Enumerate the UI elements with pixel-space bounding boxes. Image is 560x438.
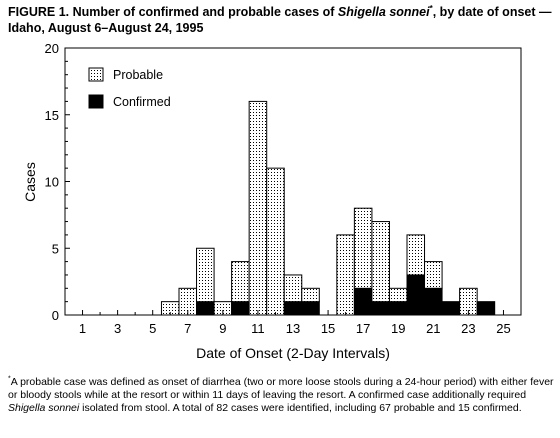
bar-probable	[371, 221, 390, 303]
x-tick-label: 1	[79, 321, 86, 336]
x-tick-label: 3	[114, 321, 121, 336]
legend-swatch-confirmed	[88, 94, 104, 109]
title-prefix: FIGURE 1. Number of confirmed and probab…	[8, 5, 338, 19]
bar-confirmed	[406, 274, 426, 316]
x-tick-label: 25	[496, 321, 510, 336]
x-tick-label: 5	[149, 321, 156, 336]
legend-label-probable: Probable	[113, 68, 163, 82]
y-tick-label: 20	[45, 41, 59, 56]
y-axis-label: Cases	[22, 162, 38, 202]
chart-title: FIGURE 1. Number of confirmed and probab…	[8, 4, 553, 36]
footnote-part1: A probable case was defined as onset of …	[8, 376, 554, 401]
bar-probable	[336, 234, 355, 316]
x-tick-label: 13	[286, 321, 300, 336]
bar-probable	[196, 247, 215, 303]
x-tick-label: 23	[461, 321, 475, 336]
x-tick-label: 7	[184, 321, 191, 336]
y-tick-label: 5	[52, 241, 59, 256]
title-footnote-marker: *	[429, 3, 433, 13]
footnote: *A probable case was defined as onset of…	[8, 376, 556, 415]
x-tick-label: 19	[391, 321, 405, 336]
bar-probable	[231, 261, 250, 303]
bar-probable	[353, 207, 373, 289]
footnote-part2: isolated from stool. A total of 82 cases…	[79, 402, 522, 414]
bar-probable	[388, 287, 408, 303]
footnote-organism: Shigella sonnei	[8, 402, 80, 414]
footnote-marker: *	[8, 375, 11, 383]
y-tick-label: 0	[52, 308, 59, 323]
title-organism: Shigella sonnei	[337, 5, 430, 19]
legend: Probable Confirmed	[88, 67, 171, 109]
x-tick-label: 21	[426, 321, 440, 336]
bar-probable	[406, 234, 426, 276]
y-tick-label: 10	[45, 175, 59, 190]
x-tick-label: 15	[321, 321, 335, 336]
bar-probable	[424, 261, 443, 289]
legend-label-confirmed: Confirmed	[113, 95, 171, 109]
y-tick-label: 15	[45, 108, 59, 123]
bar-probable	[301, 287, 320, 303]
x-tick-label: 9	[219, 321, 226, 336]
title-suffix: , by date of onset — Idaho, August 6–Aug…	[8, 5, 552, 35]
x-tick-label: 11	[251, 321, 265, 336]
x-axis-label: Date of Onset (2-Day Intervals)	[196, 345, 390, 361]
plot-frame	[64, 47, 522, 316]
bar-probable	[283, 274, 303, 303]
legend-swatch-probable	[88, 67, 104, 82]
bar-probable	[248, 100, 268, 316]
bar-probable	[266, 167, 285, 316]
x-tick-label: 17	[356, 321, 370, 336]
